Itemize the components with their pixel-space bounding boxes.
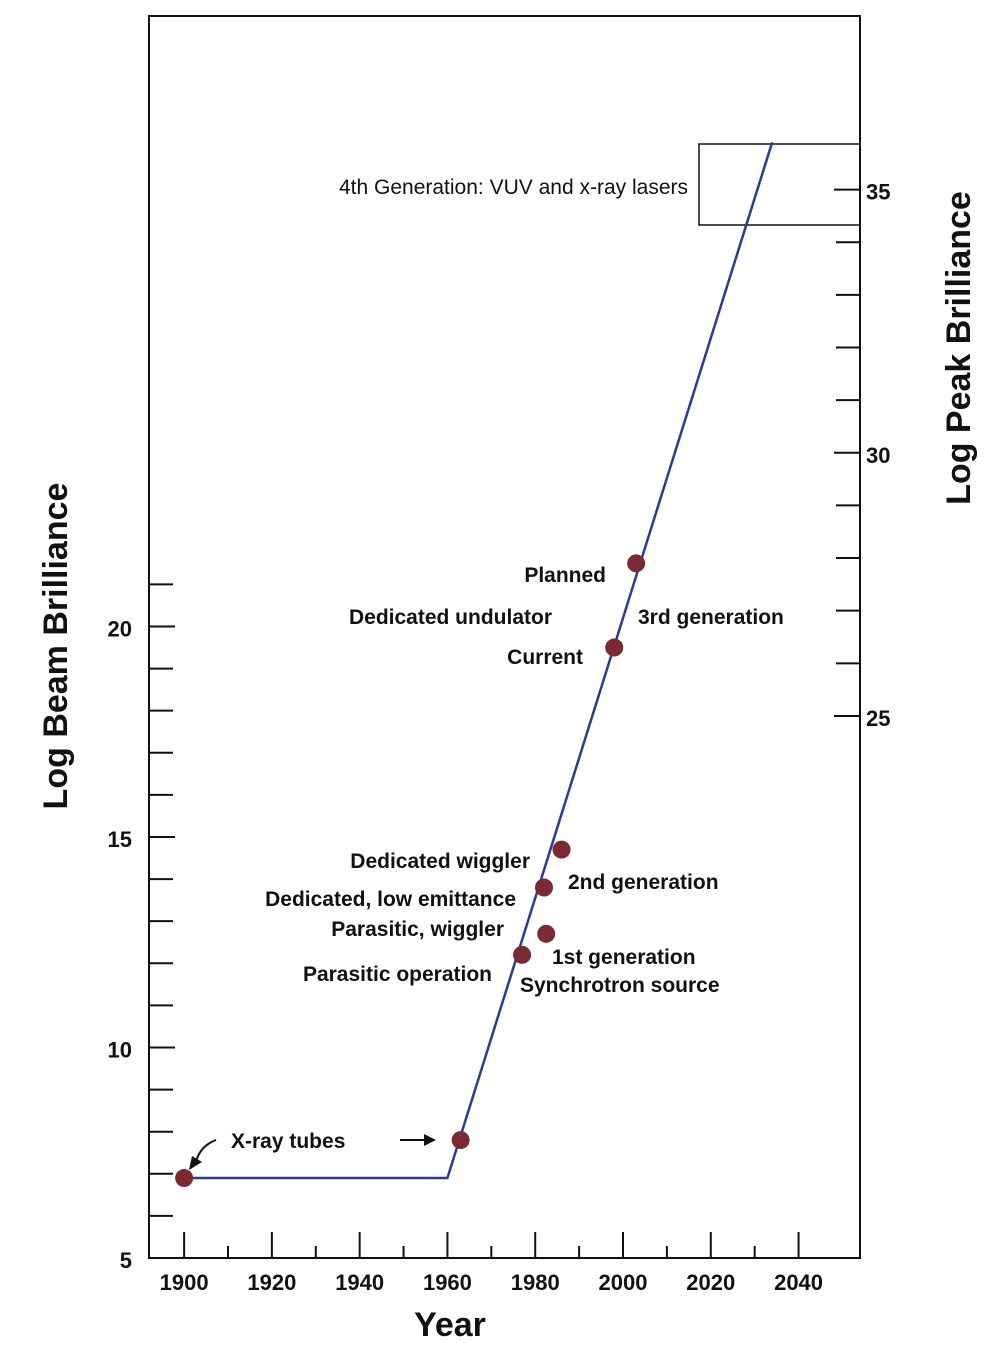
data-point-0 bbox=[175, 1169, 194, 1188]
annotation-third-generation: 3rd generation bbox=[638, 606, 784, 629]
annotation-dedicated-undulator: Dedicated undulator bbox=[349, 606, 552, 629]
fourth-generation-box bbox=[698, 143, 861, 226]
y2-axis-title: Log Peak Brilliance bbox=[940, 191, 978, 505]
xray-tubes-left-arrow bbox=[195, 1139, 217, 1163]
annotation-second-generation: 2nd generation bbox=[568, 871, 719, 894]
annotation-planned: Planned bbox=[524, 564, 606, 587]
data-point-2 bbox=[513, 945, 532, 964]
x-tick-label: 1920 bbox=[247, 1270, 296, 1295]
y-tick-label: 10 bbox=[108, 1037, 132, 1062]
x-tick-label: 1940 bbox=[335, 1270, 384, 1295]
x-axis-ticks: 1900 1920 1940 1960 1980 2000 2020 2040 bbox=[160, 1232, 823, 1295]
y-tick-label: 15 bbox=[108, 827, 132, 852]
y2-tick-label: 35 bbox=[866, 180, 890, 205]
data-point-3 bbox=[537, 924, 556, 943]
annotation-dedicated-low-emittance: Dedicated, low emittance bbox=[265, 888, 516, 911]
data-point-6 bbox=[605, 638, 624, 657]
y2-tick-label: 25 bbox=[866, 706, 890, 731]
y-tick-label: 5 bbox=[120, 1248, 132, 1273]
annotation-dedicated-wiggler: Dedicated wiggler bbox=[350, 850, 530, 873]
data-point-7 bbox=[627, 554, 646, 573]
data-point-4 bbox=[535, 878, 553, 897]
y2-axis-ticks: 25 30 35 bbox=[834, 180, 890, 731]
x-tick-label: 1960 bbox=[423, 1270, 472, 1295]
data-point-1 bbox=[451, 1131, 470, 1150]
y-tick-label: 20 bbox=[108, 616, 132, 641]
xray-tubes-left-arrowhead bbox=[189, 1156, 202, 1170]
annotation-synchrotron-source: Synchrotron source bbox=[520, 974, 720, 997]
series-line bbox=[184, 141, 774, 1180]
x-axis-title: Year bbox=[414, 1306, 486, 1344]
y2-tick-label: 30 bbox=[866, 443, 890, 468]
data-point-5 bbox=[552, 840, 571, 859]
annotation-parasitic-operation: Parasitic operation bbox=[303, 963, 492, 986]
annotation-current: Current bbox=[507, 646, 583, 669]
annotation-xray-tubes: X-ray tubes bbox=[231, 1130, 345, 1153]
plot-frame bbox=[148, 15, 861, 1259]
x-tick-label: 2000 bbox=[599, 1270, 648, 1295]
x-tick-label: 2020 bbox=[686, 1270, 735, 1295]
x-tick-label: 2040 bbox=[774, 1270, 823, 1295]
y-axis-title: Log Beam Brilliance bbox=[37, 483, 75, 810]
annotation-first-generation: 1st generation bbox=[552, 946, 696, 969]
y-axis-ticks: 5 10 15 20 bbox=[108, 583, 175, 1273]
data-points bbox=[175, 554, 646, 1188]
x-tick-label: 1980 bbox=[511, 1270, 560, 1295]
xray-tubes-right-arrowhead bbox=[424, 1134, 436, 1146]
annotation-fourth-generation: 4th Generation: VUV and x-ray lasers bbox=[339, 176, 688, 199]
annotation-parasitic-wiggler: Parasitic, wiggler bbox=[331, 918, 504, 941]
x-tick-label: 1900 bbox=[160, 1270, 209, 1295]
